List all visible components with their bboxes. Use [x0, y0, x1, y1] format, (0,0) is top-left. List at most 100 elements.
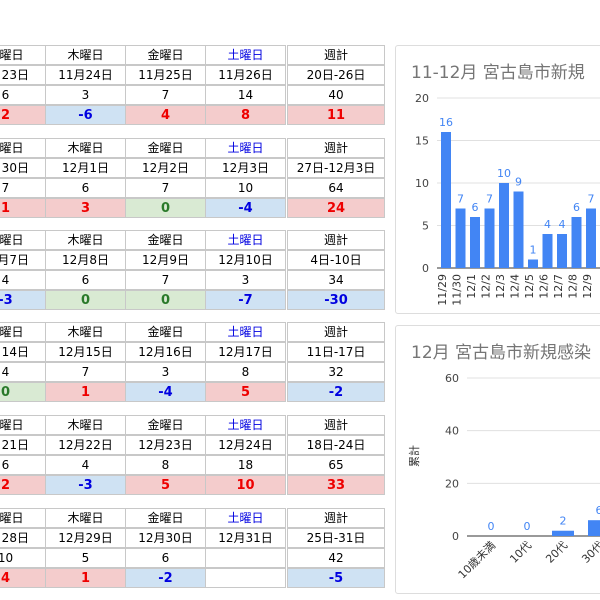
chart: 11-12月 宮古島市新規051015201611/29711/30612/17…: [411, 63, 600, 306]
count-cell: 5: [45, 548, 126, 568]
date-cell: 12月29日: [45, 528, 126, 548]
diff-cell: 1: [0, 198, 46, 218]
total-count: 64: [287, 178, 385, 198]
count-cell: 3: [205, 270, 286, 290]
diff-cell: 5: [125, 475, 206, 495]
x-tick-label: 11/29: [436, 274, 449, 306]
bar: [586, 208, 596, 268]
weekday-header: 木曜日: [45, 322, 126, 342]
chart-title: 11-12月 宮古島市新規: [411, 63, 585, 83]
total-header: 週計: [287, 415, 385, 435]
value-label: 7: [486, 193, 493, 206]
diff-cell: [205, 568, 286, 588]
diff-cell: 4: [125, 105, 206, 125]
x-tick-label: 10歳未満: [456, 539, 498, 581]
count-cell: 6: [0, 455, 46, 475]
diff-cell: 3: [45, 198, 126, 218]
weekday-header: 木曜日: [45, 138, 126, 158]
bar: [588, 520, 600, 536]
date-cell: 12月9日: [125, 250, 206, 270]
value-label: 6: [573, 201, 580, 214]
total-count: 34: [287, 270, 385, 290]
diff-cell: -6: [45, 105, 126, 125]
date-cell: 2月21日: [0, 435, 46, 455]
total-diff: 33: [287, 475, 385, 495]
date-cell: 12月15日: [45, 342, 126, 362]
diff-cell: 8: [205, 105, 286, 125]
value-label: 0: [488, 520, 495, 533]
count-cell: 3: [125, 362, 206, 382]
total-diff: -30: [287, 290, 385, 310]
x-tick-label: 30代: [579, 539, 600, 566]
value-label: 9: [515, 176, 522, 189]
value-label: 2: [560, 515, 567, 528]
count-cell: 18: [205, 455, 286, 475]
diff-cell: 5: [205, 382, 286, 402]
diff-cell: -3: [0, 290, 46, 310]
diff-cell: 2: [0, 475, 46, 495]
total-count: 42: [287, 548, 385, 568]
date-cell: 11月24日: [45, 65, 126, 85]
y-tick-label: 20: [445, 477, 459, 490]
weekday-header: 金曜日: [125, 138, 206, 158]
diff-cell: 0: [125, 290, 206, 310]
count-cell: 7: [125, 270, 206, 290]
x-tick-label: 12/7: [552, 274, 565, 299]
y-tick-label: 0: [452, 530, 459, 543]
date-cell: 12月10日: [205, 250, 286, 270]
y-tick-label: 10: [415, 177, 429, 190]
weekday-header: 木曜日: [45, 508, 126, 528]
weekday-header: 金曜日: [125, 45, 206, 65]
date-cell: 12月7日: [0, 250, 46, 270]
diff-cell: 0: [125, 198, 206, 218]
y-axis-label: 累計: [407, 445, 421, 467]
total-diff: 11: [287, 105, 385, 125]
diff-cell: 1: [45, 382, 126, 402]
count-cell: 4: [0, 270, 46, 290]
diff-cell: -4: [205, 198, 286, 218]
chart-title: 12月 宮古島市新規感染: [411, 343, 591, 363]
weekday-header: 金曜日: [125, 230, 206, 250]
total-range: 25日-31日: [287, 528, 385, 548]
bar: [441, 132, 451, 268]
value-label: 0: [524, 520, 531, 533]
date-cell: 12月31日: [205, 528, 286, 548]
total-count: 65: [287, 455, 385, 475]
weekday-header: 土曜日: [205, 415, 286, 435]
weekday-header: 水曜日: [0, 45, 46, 65]
value-label: 10: [497, 167, 511, 180]
bar: [557, 234, 567, 268]
x-tick-label: 20代: [543, 539, 570, 566]
x-tick-label: 10代: [507, 539, 534, 566]
date-cell: 2月14日: [0, 342, 46, 362]
y-tick-label: 5: [422, 220, 429, 233]
diff-cell: 10: [205, 475, 286, 495]
bar: [455, 208, 466, 268]
date-cell: 12月16日: [125, 342, 206, 362]
date-cell: 12月17日: [205, 342, 286, 362]
value-label: 1: [530, 244, 537, 257]
date-cell: 12月1日: [45, 158, 126, 178]
value-label: 4: [544, 218, 551, 231]
weekday-header: 木曜日: [45, 415, 126, 435]
weekday-header: 木曜日: [45, 230, 126, 250]
diff-cell: 4: [0, 568, 46, 588]
date-cell: 11月25日: [125, 65, 206, 85]
bar: [552, 530, 574, 536]
count-cell: 6: [125, 548, 206, 568]
weekday-header: 水曜日: [0, 322, 46, 342]
count-cell: 6: [0, 85, 46, 105]
total-range: 11日-17日: [287, 342, 385, 362]
date-cell: 12月3日: [205, 158, 286, 178]
x-tick-label: 11/30: [451, 274, 464, 306]
y-tick-label: 40: [445, 425, 459, 438]
total-header: 週計: [287, 322, 385, 342]
weekday-header: 金曜日: [125, 322, 206, 342]
date-cell: 12月22日: [45, 435, 126, 455]
y-tick-label: 0: [422, 262, 429, 275]
y-tick-label: 60: [445, 372, 459, 385]
count-cell: 7: [125, 178, 206, 198]
value-label: 16: [439, 116, 453, 129]
count-cell: 10: [205, 178, 286, 198]
